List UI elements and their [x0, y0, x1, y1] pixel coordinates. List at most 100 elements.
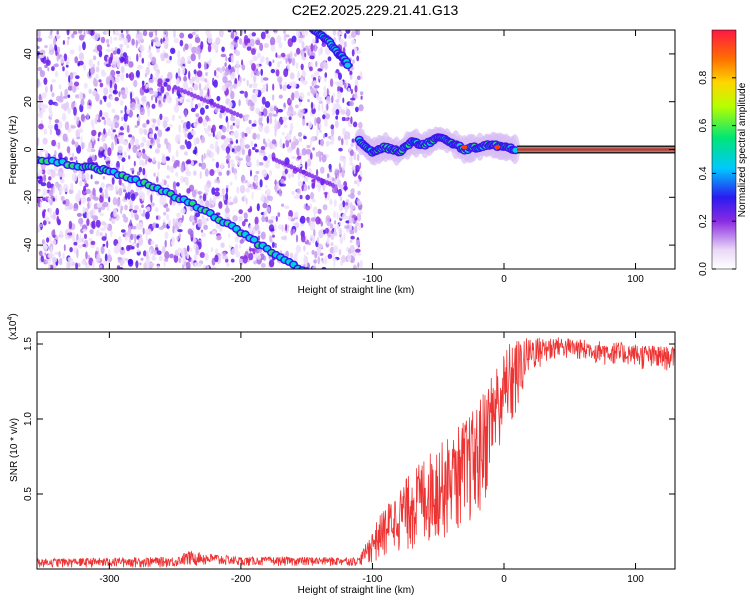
heatmap-cell [304, 171, 309, 176]
heatmap-cell [234, 130, 239, 139]
heatmap-cell [76, 212, 82, 217]
heatmap-cell [47, 124, 54, 130]
heatmap-cell [200, 162, 207, 170]
heatmap-cell [354, 225, 358, 234]
heatmap-cell [186, 188, 191, 194]
heatmap-cell [291, 190, 296, 196]
heatmap-cell [44, 45, 48, 49]
heatmap-cell [317, 184, 321, 193]
heatmap-cell [334, 169, 340, 178]
heatmap-cell [260, 196, 265, 202]
heatmap-cell [244, 91, 248, 98]
heatmap-cell [82, 64, 87, 71]
heatmap-cell [322, 114, 326, 120]
heatmap-cell [279, 84, 283, 90]
heatmap-cell [183, 46, 186, 52]
heatmap-cell [60, 178, 65, 184]
heatmap-cell [172, 225, 175, 234]
heatmap-cell [142, 209, 146, 215]
heatmap-cell [211, 158, 215, 162]
heatmap-cell [118, 187, 123, 196]
heatmap-cell [289, 164, 294, 170]
heatmap-cell [123, 113, 128, 122]
heatmap-cell [334, 72, 339, 79]
heatmap-cell [328, 163, 332, 170]
heatmap-cell [206, 180, 212, 188]
heatmap-cell [232, 83, 238, 90]
heatmap-cell [180, 119, 184, 124]
heatmap-cell [311, 182, 316, 189]
heatmap-cell [340, 202, 343, 211]
heatmap-cell [262, 202, 268, 209]
heatmap-cell [103, 111, 109, 119]
heatmap-cell [263, 42, 269, 49]
heatmap-cell [171, 114, 175, 122]
heatmap-cell [357, 190, 361, 196]
heatmap-cell [339, 155, 343, 162]
heatmap-cell [327, 192, 330, 201]
heatmap-cell [231, 71, 236, 80]
heatmap-cell [246, 161, 252, 167]
heatmap-cell [347, 252, 351, 256]
heatmap-cell [45, 85, 48, 93]
heatmap-cell [286, 109, 292, 117]
heatmap-cell [350, 143, 354, 148]
heatmap-cell [57, 171, 64, 178]
heatmap-cell [96, 203, 102, 208]
heatmap-cell [251, 191, 254, 200]
heatmap-cell [92, 55, 97, 61]
heatmap-cell [85, 251, 88, 260]
heatmap-x-tick-label: -100 [362, 274, 382, 285]
heatmap-cell [65, 69, 69, 77]
heatmap-cell [184, 139, 188, 146]
heatmap-cell [50, 84, 53, 93]
heatmap-cell [96, 44, 103, 52]
heatmap-cell [216, 234, 222, 241]
heatmap-cell [148, 158, 153, 163]
heatmap-ridge-cell [207, 210, 214, 216]
heatmap-cell [268, 219, 274, 224]
heatmap-cell [353, 151, 357, 161]
heatmap-cell [191, 130, 197, 136]
heatmap-cell [59, 257, 63, 266]
heatmap-cell [333, 92, 335, 98]
heatmap-cell [72, 231, 75, 237]
heatmap-ridge-cell [461, 145, 468, 150]
heatmap-cell [187, 132, 193, 140]
heatmap-cell [63, 244, 66, 252]
heatmap-cell [229, 181, 233, 186]
heatmap-cell [308, 121, 312, 129]
heatmap-cell [238, 38, 243, 45]
heatmap-cell [315, 216, 321, 225]
heatmap-cell [43, 128, 48, 135]
heatmap-cell [307, 91, 311, 97]
heatmap-cell [103, 96, 107, 103]
heatmap-cell [113, 121, 119, 129]
heatmap-cell [91, 129, 97, 137]
heatmap-cell [221, 188, 225, 195]
heatmap-cell [311, 249, 315, 255]
heatmap-cell [198, 82, 202, 91]
heatmap-cell [175, 149, 179, 158]
heatmap-cell [216, 131, 222, 139]
heatmap-ridge-cell [299, 267, 305, 269]
heatmap-cell [205, 200, 210, 208]
heatmap-cell [160, 56, 166, 62]
heatmap-cell [143, 262, 147, 269]
heatmap-cell [296, 188, 301, 194]
heatmap-cell [177, 247, 183, 254]
heatmap-cell [46, 237, 50, 243]
heatmap-cell [52, 185, 56, 194]
heatmap-cell [223, 137, 228, 147]
heatmap-cell [297, 172, 301, 181]
heatmap-cell [166, 207, 170, 212]
heatmap-cell [52, 234, 56, 238]
snr-panel: -300 -200 -100 0 100 0.5 1.0 1.5 Height of str… [7, 313, 676, 596]
heatmap-cell [50, 30, 53, 34]
heatmap-cell [312, 266, 316, 269]
heatmap-cell [316, 128, 319, 138]
heatmap-cell [334, 220, 337, 225]
heatmap-cell [220, 242, 225, 248]
heatmap-cell [358, 121, 363, 129]
